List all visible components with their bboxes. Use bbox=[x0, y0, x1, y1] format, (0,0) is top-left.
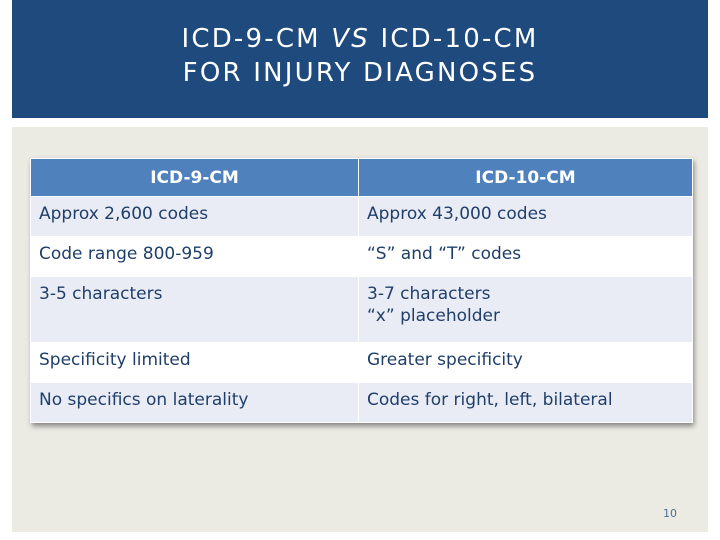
cell-text: Greater specificity bbox=[367, 350, 523, 370]
cell-text: Codes for right, left, bilateral bbox=[367, 390, 613, 410]
comparison-table: ICD-9-CM ICD-10-CM Approx 2,600 codes Ap… bbox=[30, 158, 693, 423]
table-header-row: ICD-9-CM ICD-10-CM bbox=[30, 158, 693, 197]
cell-text: Specificity limited bbox=[39, 350, 191, 370]
cell-text: Approx 43,000 codes bbox=[367, 204, 547, 224]
cell-icd9: Approx 2,600 codes bbox=[30, 196, 359, 237]
cell-text: 3-7 characters bbox=[367, 284, 491, 304]
comparison-table-container: ICD-9-CM ICD-10-CM Approx 2,600 codes Ap… bbox=[30, 158, 693, 423]
cell-icd10: Approx 43,000 codes bbox=[358, 196, 693, 237]
cell-text: “x” placeholder bbox=[367, 306, 500, 326]
cell-icd9: No specifics on laterality bbox=[30, 382, 359, 423]
table-row: 3-5 characters 3-7 characters “x” placeh… bbox=[30, 276, 693, 343]
cell-text: No specifics on laterality bbox=[39, 390, 249, 410]
header-icd10: ICD-10-CM bbox=[358, 158, 693, 197]
cell-icd10: Greater specificity bbox=[358, 342, 693, 383]
cell-icd10: 3-7 characters “x” placeholder bbox=[358, 276, 693, 343]
cell-icd10: “S” and “T” codes bbox=[358, 236, 693, 277]
cell-icd9: Code range 800-959 bbox=[30, 236, 359, 277]
cell-icd9: Specificity limited bbox=[30, 342, 359, 383]
title-text-icd9: ICD-9-CM bbox=[181, 24, 332, 54]
table-row: No specifics on laterality Codes for rig… bbox=[30, 382, 693, 423]
page-number: 10 bbox=[663, 507, 677, 520]
cell-text: “S” and “T” codes bbox=[367, 244, 522, 264]
cell-icd9: 3-5 characters bbox=[30, 276, 359, 343]
table-row: Specificity limited Greater specificity bbox=[30, 342, 693, 383]
slide-title-line-2: FOR INJURY DIAGNOSES bbox=[182, 58, 538, 88]
cell-text: 3-5 characters bbox=[39, 284, 163, 304]
slide-title-band: ICD-9-CM VS ICD-10-CM FOR INJURY DIAGNOS… bbox=[12, 0, 708, 118]
cell-icd10: Codes for right, left, bilateral bbox=[358, 382, 693, 423]
title-text-vs: VS bbox=[331, 24, 370, 54]
slide-title-line-1: ICD-9-CM VS ICD-10-CM bbox=[12, 22, 708, 56]
title-text-icd10: ICD-10-CM bbox=[369, 24, 539, 54]
cell-text: Approx 2,600 codes bbox=[39, 204, 209, 224]
header-icd9: ICD-9-CM bbox=[30, 158, 359, 197]
table-row: Approx 2,600 codes Approx 43,000 codes bbox=[30, 196, 693, 237]
table-row: Code range 800-959 “S” and “T” codes bbox=[30, 236, 693, 277]
cell-text: Code range 800-959 bbox=[39, 244, 214, 264]
